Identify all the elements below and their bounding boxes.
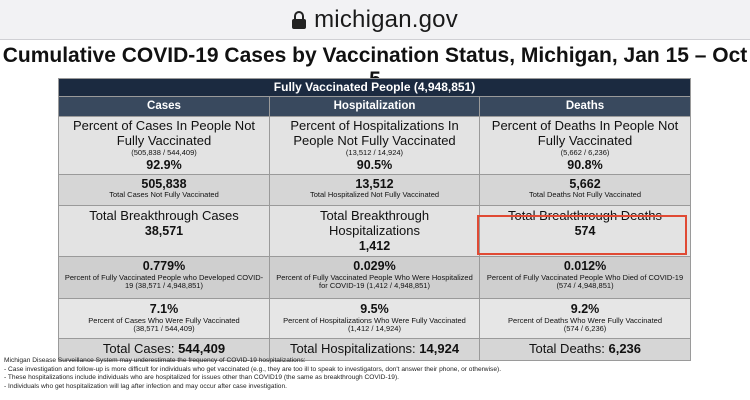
table-cell: 9.2% Percent of Deaths Who Were Fully Va… (478, 298, 692, 340)
table-cell: 5,662 Total Deaths Not Fully Vaccinated (478, 173, 692, 206)
table-cell: Percent of Deaths In People Not Fully Va… (478, 116, 692, 175)
cell-label: Percent of Cases Who Were Fully Vaccinat… (88, 315, 240, 325)
column-header-hospitalization: Hospitalization (269, 96, 480, 117)
browser-url-bar[interactable]: michigan.gov (0, 0, 750, 40)
column-header-cases: Cases (58, 96, 270, 117)
total-value: 6,236 (608, 341, 642, 357)
cell-value: 505,838 (141, 176, 187, 191)
cell-ratio: (38,571 / 544,409) (133, 324, 195, 334)
total-label: Total Deaths: (528, 341, 605, 357)
lock-icon (292, 10, 307, 29)
column-header-deaths: Deaths (478, 96, 692, 117)
footnote-line: - Case investigation and follow-up is mo… (4, 365, 502, 373)
table-cell: 0.779% Percent of Fully Vaccinated Peopl… (58, 256, 270, 300)
table-row: Total Cases: 544,409 Total Hospitalizati… (58, 338, 692, 362)
cell-ratio: (5,662 / 6,236) (560, 147, 610, 157)
cell-value: 7.1% (149, 302, 179, 317)
footnote-line: Michigan Disease Surveillance System may… (4, 357, 306, 364)
cell-ratio: (505,838 / 544,409) (131, 147, 197, 157)
footnotes: Michigan Disease Surveillance System may… (4, 357, 744, 391)
url-display[interactable]: michigan.gov (292, 6, 458, 34)
table-row: Percent of Cases In People Not Fully Vac… (58, 116, 692, 175)
table-cell: 505,838 Total Cases Not Fully Vaccinated (58, 173, 270, 206)
table-cell: Total Breakthrough Cases 38,571 (58, 204, 270, 258)
cell-ratio: (13,512 / 14,924) (345, 147, 404, 157)
cell-value: 13,512 (355, 176, 394, 191)
total-hospitalizations-cell: Total Hospitalizations: 14,924 (269, 338, 480, 362)
cell-label: Percent of Fully Vaccinated People who D… (64, 272, 264, 291)
cell-value: 38,571 (144, 223, 184, 238)
cell-label: Percent of Deaths In People Not Fully Va… (491, 118, 679, 148)
table-row: 505,838 Total Cases Not Fully Vaccinated… (58, 173, 692, 206)
cell-label: Percent of Hospitalizations Who Were Ful… (283, 315, 466, 334)
total-cases-cell: Total Cases: 544,409 (58, 338, 270, 362)
total-value: 544,409 (178, 341, 226, 357)
total-value: 14,924 (419, 341, 460, 357)
cell-label: Percent of Fully Vaccinated People Who D… (486, 272, 684, 291)
cell-label: Total Breakthrough Cases (89, 207, 239, 223)
cell-ratio: (574 / 6,236) (563, 324, 607, 334)
cell-value: 9.2% (570, 302, 600, 317)
highlight-annotation-box (477, 215, 687, 255)
cell-value: 0.012% (563, 259, 607, 274)
footnote-line: - These hospitalizations include individ… (4, 374, 399, 382)
cell-label: Total Cases Not Fully Vaccinated (109, 190, 219, 200)
table-cell: 13,512 Total Hospitalized Not Fully Vacc… (269, 173, 480, 206)
table-cell: Percent of Hospitalizations In People No… (269, 116, 480, 175)
cell-value: 5,662 (569, 176, 601, 191)
url-text: michigan.gov (314, 5, 458, 33)
total-label: Total Hospitalizations: (289, 341, 416, 357)
cell-label: Percent of Cases In People Not Fully Vac… (72, 118, 256, 148)
total-label: Total Cases: (102, 341, 175, 357)
total-deaths-cell: Total Deaths: 6,236 (478, 338, 692, 362)
cell-value: 9.5% (360, 302, 389, 317)
table-row: Total Breakthrough Cases 38,571 Total Br… (58, 204, 692, 258)
table-row: 7.1% Percent of Cases Who Were Fully Vac… (58, 298, 692, 340)
table-row: 0.779% Percent of Fully Vaccinated Peopl… (58, 256, 692, 300)
table-cell: Total Breakthrough Hospitalizations 1,41… (269, 204, 480, 258)
footnote-line: - Individuals who get hospitalization wi… (4, 382, 287, 390)
cell-label: Total Hospitalized Not Fully Vaccinated (309, 190, 440, 200)
vaccination-status-table: Fully Vaccinated People (4,948,851) Case… (57, 78, 692, 362)
cell-value: 0.029% (353, 259, 396, 274)
table-cell: 0.012% Percent of Fully Vaccinated Peopl… (478, 256, 692, 300)
table-cell: Total Breakthrough Deaths 574 (478, 204, 692, 258)
cell-label: Percent of Fully Vaccinated People Who W… (276, 272, 473, 291)
cell-label: Total Deaths Not Fully Vaccinated (529, 190, 642, 200)
cell-value: 0.779% (142, 259, 186, 274)
table-banner: Fully Vaccinated People (4,948,851) (57, 78, 692, 97)
table-cell: 9.5% Percent of Hospitalizations Who Wer… (269, 298, 480, 340)
cell-value: 574 (574, 223, 596, 238)
cell-value: 1,412 (358, 238, 391, 253)
cell-value: 92.9% (146, 157, 182, 172)
table-cell: 0.029% Percent of Fully Vaccinated Peopl… (269, 256, 480, 300)
cell-label: Percent of Hospitalizations In People No… (290, 118, 459, 148)
table-cell: Percent of Cases In People Not Fully Vac… (58, 116, 270, 175)
cell-label: Total Breakthrough Hospitalizations (319, 207, 430, 238)
table-cell: 7.1% Percent of Cases Who Were Fully Vac… (58, 298, 270, 340)
cell-value: 90.8% (567, 157, 603, 172)
cell-value: 90.5% (356, 157, 393, 172)
cell-label: Percent of Deaths Who Were Fully Vaccina… (508, 315, 662, 325)
